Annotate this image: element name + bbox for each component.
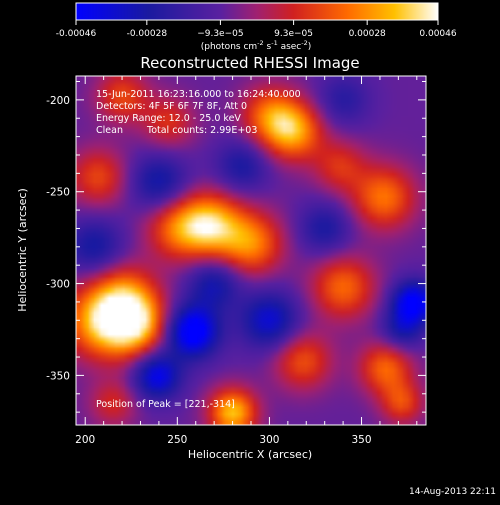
x-axis-label: Heliocentric X (arcsec)	[188, 448, 312, 461]
heatmap-image	[76, 76, 426, 425]
x-tick-label: 250	[167, 434, 187, 446]
y-tick-label: -350	[46, 370, 70, 382]
colorbar-tick-label: 0.00046	[419, 29, 456, 39]
y-tick-label: -200	[46, 95, 70, 107]
colorbar-gradient	[75, 2, 439, 21]
colorbar-tick-label: -0.00046	[56, 29, 97, 39]
colorbar: -0.00046 -0.00028 −9.3e−05 9.3e−05 0.00028 0.…	[56, 2, 457, 52]
annotation-energy: Energy Range: 12.0 - 25.0 keV	[96, 113, 241, 124]
annotation-time: 15-Jun-2011 16:23:16.000 to 16:24:40.000	[96, 89, 301, 100]
annotation-peak: Position of Peak = [221,-314]	[96, 399, 235, 410]
annotation-clean: Clean	[96, 125, 123, 136]
annotation-detectors: Detectors: 4F 5F 6F 7F 8F, Att 0	[96, 101, 247, 112]
annotation-counts: Total counts: 2.99E+03	[146, 125, 257, 136]
y-tick-label: -300	[46, 279, 70, 291]
x-tick-label: 300	[259, 434, 279, 446]
axis-ticks	[76, 76, 426, 425]
chart-title: Reconstructed RHESSI Image	[140, 54, 359, 72]
x-tick-label: 200	[75, 434, 95, 446]
annotations: 15-Jun-2011 16:23:16.000 to 16:24:40.000…	[96, 89, 301, 410]
colorbar-unit-label: (photons cm-2 s-1 asec-2)	[201, 39, 312, 52]
y-tick-label: -250	[46, 187, 70, 199]
footer-timestamp: 14-Aug-2013 22:11	[409, 487, 496, 497]
colorbar-tick-label: 0.00028	[349, 29, 386, 39]
y-axis-label: Heliocentric Y (arcsec)	[16, 188, 29, 312]
colorbar-tick-label: −9.3e−05	[197, 29, 243, 39]
y-tick-labels: -200 -250 -300 -350	[46, 95, 70, 383]
x-tick-labels: 200 250 300 350	[75, 434, 371, 446]
colorbar-tick-label: -0.00028	[127, 29, 168, 39]
x-tick-label: 350	[352, 434, 372, 446]
colorbar-tick-label: 9.3e−05	[274, 29, 313, 39]
colorbar-ticks: -0.00046 -0.00028 −9.3e−05 9.3e−05 0.00028 0.…	[56, 20, 457, 39]
heatmap-raster	[76, 76, 426, 425]
